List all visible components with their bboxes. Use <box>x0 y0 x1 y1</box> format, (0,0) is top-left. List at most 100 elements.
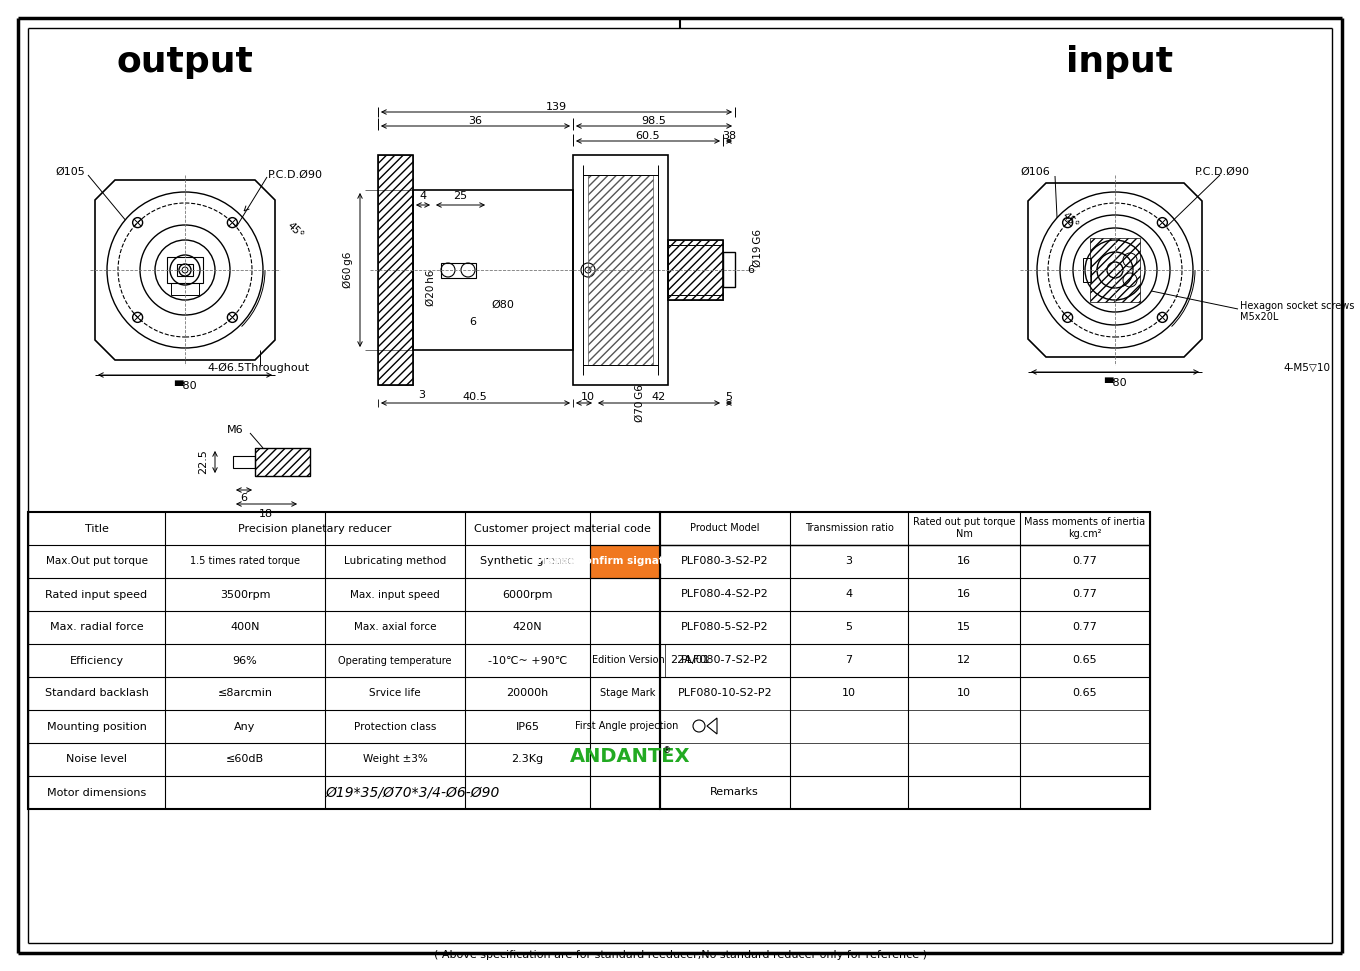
Bar <box>724 252 734 287</box>
Text: 0.77: 0.77 <box>1073 589 1098 599</box>
Text: 22.5: 22.5 <box>199 450 208 475</box>
Text: ≤60dB: ≤60dB <box>226 754 264 764</box>
Text: 0.65: 0.65 <box>1073 655 1098 665</box>
Text: 22A/01: 22A/01 <box>670 655 710 665</box>
Text: 36: 36 <box>468 116 481 126</box>
Text: Motor dimensions: Motor dimensions <box>46 787 146 797</box>
Text: 25: 25 <box>453 191 466 201</box>
Text: Max. axial force: Max. axial force <box>354 622 437 632</box>
Text: ▀80: ▀80 <box>174 381 196 391</box>
Bar <box>588 175 653 365</box>
Bar <box>171 283 199 295</box>
Text: Edition Version: Edition Version <box>592 655 665 665</box>
Text: PLF080-10-S2-P2: PLF080-10-S2-P2 <box>677 688 772 698</box>
Text: 3: 3 <box>418 390 424 400</box>
Text: 0.77: 0.77 <box>1073 556 1098 566</box>
Text: ( Above specification are for standard reeducer,No standard reducer only for ref: ( Above specification are for standard r… <box>434 950 926 960</box>
Bar <box>573 155 668 385</box>
Bar <box>378 155 413 385</box>
Text: 0.77: 0.77 <box>1073 622 1098 632</box>
Text: Max. input speed: Max. input speed <box>350 589 439 599</box>
Text: ANDANTEX: ANDANTEX <box>570 747 691 765</box>
Text: 45°: 45° <box>1059 210 1080 230</box>
Text: Ø19 G6: Ø19 G6 <box>753 229 763 267</box>
Text: Synthetic grease: Synthetic grease <box>480 556 575 566</box>
Text: 5: 5 <box>725 392 733 402</box>
Text: 10: 10 <box>957 688 971 698</box>
Text: P.C.D.Ø90: P.C.D.Ø90 <box>1195 167 1250 177</box>
Text: 38: 38 <box>722 131 736 141</box>
Text: ≤8arcmin: ≤8arcmin <box>218 688 272 698</box>
Text: 98.5: 98.5 <box>642 116 666 126</box>
Text: Title: Title <box>84 523 109 533</box>
Text: 7: 7 <box>846 655 853 665</box>
Text: 6: 6 <box>241 493 248 503</box>
Text: ▀80: ▀80 <box>1104 378 1126 388</box>
Text: 18: 18 <box>258 509 273 519</box>
Text: PLF080-4-S2-P2: PLF080-4-S2-P2 <box>681 589 768 599</box>
Text: Ø80: Ø80 <box>491 300 514 310</box>
Text: -10℃~ +90℃: -10℃~ +90℃ <box>488 655 567 665</box>
Text: P.C.D.Ø90: P.C.D.Ø90 <box>268 170 324 180</box>
Text: Ø105: Ø105 <box>54 167 84 177</box>
Text: 6000rpm: 6000rpm <box>502 589 552 599</box>
Text: M6: M6 <box>227 425 243 435</box>
Text: First Angle projection: First Angle projection <box>575 721 679 731</box>
Bar <box>177 264 193 276</box>
Bar <box>441 263 476 278</box>
Text: 20000h: 20000h <box>506 688 548 698</box>
Text: 10: 10 <box>842 688 855 698</box>
Text: 3500rpm: 3500rpm <box>220 589 271 599</box>
Bar <box>256 448 310 476</box>
Text: 6: 6 <box>469 317 476 327</box>
Text: ®: ® <box>662 747 670 755</box>
Text: 4: 4 <box>846 589 853 599</box>
Text: Remarks: Remarks <box>710 787 759 797</box>
Text: 420N: 420N <box>513 622 543 632</box>
Text: Ø106: Ø106 <box>1020 167 1050 177</box>
Bar <box>167 257 203 283</box>
Text: Ø19*35/Ø70*3/4-Ø6-Ø90: Ø19*35/Ø70*3/4-Ø6-Ø90 <box>325 786 499 799</box>
Text: Noise level: Noise level <box>67 754 126 764</box>
Text: 2.3Kg: 2.3Kg <box>511 754 544 764</box>
Text: Max.Out put torque: Max.Out put torque <box>45 556 147 566</box>
Text: M5x20L: M5x20L <box>1240 312 1278 322</box>
Text: Any: Any <box>234 721 256 731</box>
Text: Max. radial force: Max. radial force <box>50 622 143 632</box>
Bar <box>29 512 660 809</box>
Text: 96%: 96% <box>233 655 257 665</box>
Text: IP65: IP65 <box>515 721 540 731</box>
Text: 139: 139 <box>545 102 567 112</box>
Text: 1.5 times rated torque: 1.5 times rated torque <box>190 556 301 566</box>
Text: 3: 3 <box>846 556 853 566</box>
Text: 0.65: 0.65 <box>1073 688 1098 698</box>
Text: 16: 16 <box>957 556 971 566</box>
Text: 15: 15 <box>957 622 971 632</box>
Text: Precision planetary reducer: Precision planetary reducer <box>238 523 392 533</box>
Text: PLF080-5-S2-P2: PLF080-5-S2-P2 <box>681 622 768 632</box>
Text: PLF080-3-S2-P2: PLF080-3-S2-P2 <box>681 556 768 566</box>
Text: 10: 10 <box>581 392 596 402</box>
Text: Rated input speed: Rated input speed <box>45 589 148 599</box>
Bar <box>668 240 724 300</box>
Text: 40.5: 40.5 <box>462 392 487 402</box>
Bar <box>668 240 724 300</box>
Text: 4-Ø6.5Throughout: 4-Ø6.5Throughout <box>208 363 310 373</box>
Text: 6: 6 <box>747 265 753 275</box>
Text: Please confirm signature/date: Please confirm signature/date <box>536 556 714 566</box>
Text: Ø60 g6: Ø60 g6 <box>343 251 354 288</box>
Text: output: output <box>117 45 253 79</box>
Text: 60.5: 60.5 <box>635 131 661 141</box>
Text: 16: 16 <box>957 589 971 599</box>
Text: input: input <box>1066 45 1174 79</box>
Text: 400N: 400N <box>230 622 260 632</box>
Text: 45°: 45° <box>286 219 305 240</box>
Bar <box>413 190 573 350</box>
Text: Protection class: Protection class <box>354 721 437 731</box>
Text: Product Model: Product Model <box>691 523 760 533</box>
Text: Standard backlash: Standard backlash <box>45 688 148 698</box>
Text: 5: 5 <box>846 622 853 632</box>
Bar <box>1083 258 1091 282</box>
Text: 12: 12 <box>957 655 971 665</box>
Text: Stage Mark: Stage Mark <box>600 688 656 698</box>
